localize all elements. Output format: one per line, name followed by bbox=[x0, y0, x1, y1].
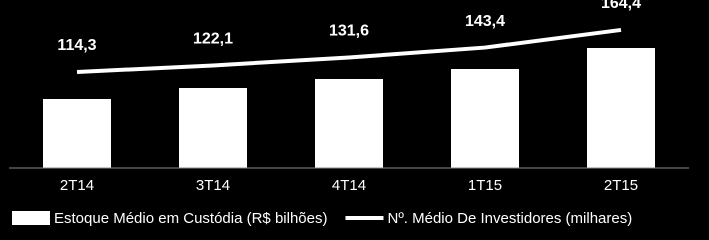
bar bbox=[179, 88, 247, 168]
legend-swatch bbox=[12, 211, 50, 225]
line bbox=[76, 27, 622, 75]
bar bbox=[451, 69, 519, 168]
value-label: 114,3 bbox=[57, 37, 96, 54]
bar bbox=[587, 48, 655, 168]
value-label: 164,4 bbox=[601, 0, 641, 12]
value-label: 131,6 bbox=[329, 23, 369, 40]
x-tick-label: 2T15 bbox=[604, 177, 638, 194]
legend-label: Estoque Médio em Custódia (R$ bilhões) bbox=[54, 210, 327, 227]
bar bbox=[43, 99, 111, 168]
x-tick-label: 3T14 bbox=[196, 177, 230, 194]
value-label: 122,1 bbox=[193, 31, 233, 48]
x-tick-label: 2T14 bbox=[60, 177, 94, 194]
bar bbox=[315, 79, 383, 168]
value-label: 143,4 bbox=[465, 13, 505, 30]
x-tick-label: 1T15 bbox=[468, 177, 502, 194]
x-tick-label: 4T14 bbox=[332, 177, 366, 194]
legend-label: Nº. Médio De Investidores (milhares) bbox=[387, 210, 632, 227]
